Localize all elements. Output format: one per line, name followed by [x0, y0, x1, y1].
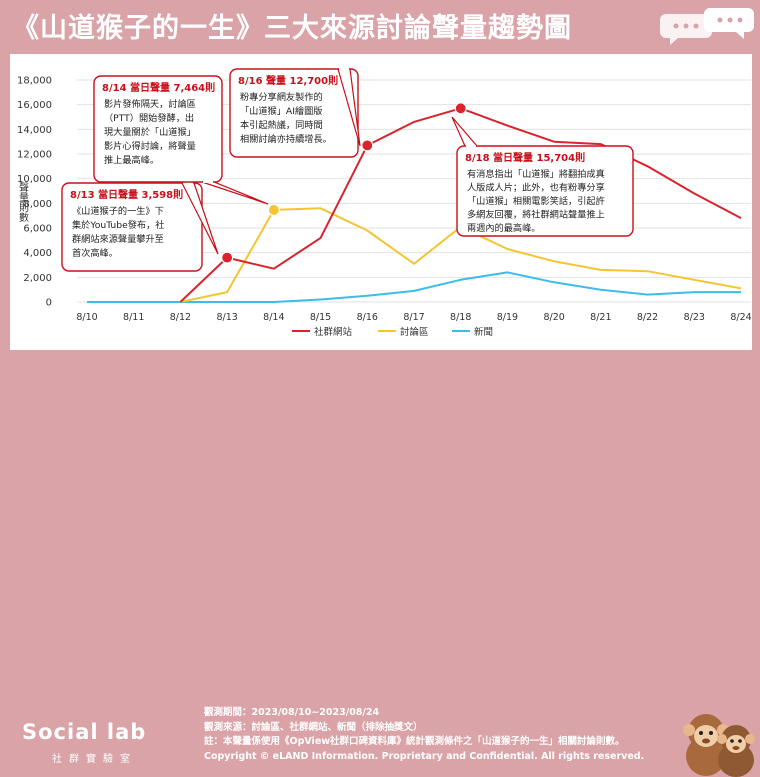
legend-label: 新聞	[474, 326, 493, 338]
callout-text: 有消息指出「山道猴」將翻拍成真	[467, 168, 605, 180]
callout-text: 《山道猴子的一生》下	[72, 205, 164, 217]
y-tick-label: 12,000	[17, 150, 52, 161]
callout-text: 首次高峰。	[72, 247, 118, 259]
annotation-callout: 8/18 當日聲量 15,704則有消息指出「山道猴」將翻拍成真人版成人片；此外…	[451, 116, 634, 237]
x-tick-label: 8/20	[543, 312, 564, 323]
callout-text: 群網站來源聲量攀升至	[72, 233, 164, 245]
y-tick-label: 16,000	[17, 100, 52, 111]
x-tick-label: 8/23	[684, 312, 705, 323]
callout-text: 推上最高峰。	[104, 154, 159, 166]
x-tick-label: 8/11	[123, 312, 144, 323]
note-copyright: Copyright © eLAND Information. Proprieta…	[204, 750, 645, 762]
legend-label: 社群網站	[314, 326, 353, 338]
x-tick-label: 8/24	[730, 312, 751, 323]
callout-text: 影片發佈隔天，討論區	[104, 98, 196, 110]
callout-text: 「山道猴」AI繪圖版	[240, 105, 323, 117]
annotation-callout: 8/13 當日聲量 3,598則《山道猴子的一生》下集於YouTube發布，社群…	[61, 182, 219, 272]
callout-text: 現大量關於「山道猴」	[104, 126, 196, 138]
callout-title: 8/14 當日聲量 7,464則	[102, 81, 215, 94]
callout-text: 影片心得討論，將聲量	[104, 140, 196, 152]
x-tick-label: 8/15	[310, 312, 331, 323]
page-title: 《山道猴子的一生》三大來源討論聲量趨勢圖	[12, 13, 572, 44]
callout-box	[456, 145, 634, 237]
footer-notes: 觀測期間：2023/08/10~2023/08/24 觀測來源：討論區、社群網站…	[204, 706, 644, 764]
callout-title: 8/13 當日聲量 3,598則	[70, 188, 183, 201]
peak-marker	[361, 139, 374, 152]
y-axis-label: 聲量則數	[17, 181, 29, 223]
callout-box	[61, 182, 203, 272]
note-period: 觀測期間：2023/08/10~2023/08/24	[204, 707, 380, 718]
series-line-2	[87, 271, 741, 303]
y-tick-label: 18,000	[17, 76, 52, 87]
chart-panel: 0 2,000 4,000 6,000 8,000 10,000 12,000 14,000 1…	[10, 54, 752, 350]
y-tick-label: 6,000	[23, 224, 52, 235]
x-tick-label: 8/19	[497, 312, 518, 323]
note-remark: 註：本聲量係使用《OpView社群口碑資料庫》統計觀測條件之「山道猴子的一生」相…	[204, 736, 625, 747]
peak-marker	[454, 102, 467, 115]
x-tick-label: 8/16	[357, 312, 378, 323]
callout-box	[229, 68, 359, 158]
callout-text: 兩週內的最高峰。	[467, 222, 541, 234]
callout-text: 「山道猴」相關電影笑話，引起許	[467, 195, 605, 207]
callout-text: 多網友回覆，將社群網站聲量推上	[467, 209, 605, 221]
callout-pointer	[201, 181, 269, 205]
callout-box	[93, 75, 223, 183]
logo-subtitle: 社群實驗室	[52, 754, 137, 765]
y-tick-label: 14,000	[17, 125, 52, 136]
note-source: 觀測來源：討論區、社群網站、新聞（排除抽獎文）	[204, 721, 423, 733]
footer-bar: Social lab 社群實驗室 觀測期間：2023/08/10~2023/08…	[0, 350, 760, 777]
callout-title: 8/16 聲量 12,700則	[238, 74, 338, 87]
legend-label: 討論區	[400, 326, 429, 338]
callout-pointer	[451, 116, 479, 147]
y-tick-label: 2,000	[23, 273, 52, 284]
x-tick-label: 8/22	[637, 312, 658, 323]
trend-chart: 0 2,000 4,000 6,000 8,000 10,000 12,000 14,000 1…	[17, 68, 752, 338]
callout-text: 集於YouTube發布，社	[72, 219, 164, 231]
callout-text: 本引起熱議，同時間	[240, 119, 323, 131]
x-tick-label: 8/12	[170, 312, 191, 323]
x-tick-label: 8/13	[216, 312, 237, 323]
callout-text: 粉專分享網友製作的	[240, 91, 323, 103]
callout-text: （PTT）開始發酵，出	[104, 112, 194, 124]
peak-marker	[221, 251, 234, 264]
peak-marker	[267, 203, 280, 217]
social-lab-logo: Social lab	[22, 720, 147, 744]
callout-title: 8/18 當日聲量 15,704則	[465, 151, 585, 164]
x-tick-label: 8/10	[76, 312, 97, 323]
callout-text: 人版成人片；此外，也有粉專分享	[467, 182, 605, 194]
callout-text: 相關討論亦持續增長。	[240, 133, 332, 145]
x-tick-label: 8/18	[450, 312, 471, 323]
chat-bubbles-icon	[660, 8, 754, 45]
x-tick-label: 8/21	[590, 312, 611, 323]
x-tick-label: 8/17	[403, 312, 424, 323]
y-tick-label: 8,000	[23, 199, 52, 210]
y-tick-label: 0	[46, 298, 52, 309]
annotation-callout: 8/16 聲量 12,700則粉專分享網友製作的「山道猴」AI繪圖版本引起熱議，…	[229, 68, 361, 158]
header-bar: 《山道猴子的一生》三大來源討論聲量趨勢圖	[0, 0, 760, 50]
monkey-mascot-icon	[683, 714, 755, 777]
y-tick-label: 4,000	[23, 248, 52, 259]
y-tick-label: 10,000	[17, 174, 52, 185]
x-tick-label: 8/14	[263, 312, 284, 323]
